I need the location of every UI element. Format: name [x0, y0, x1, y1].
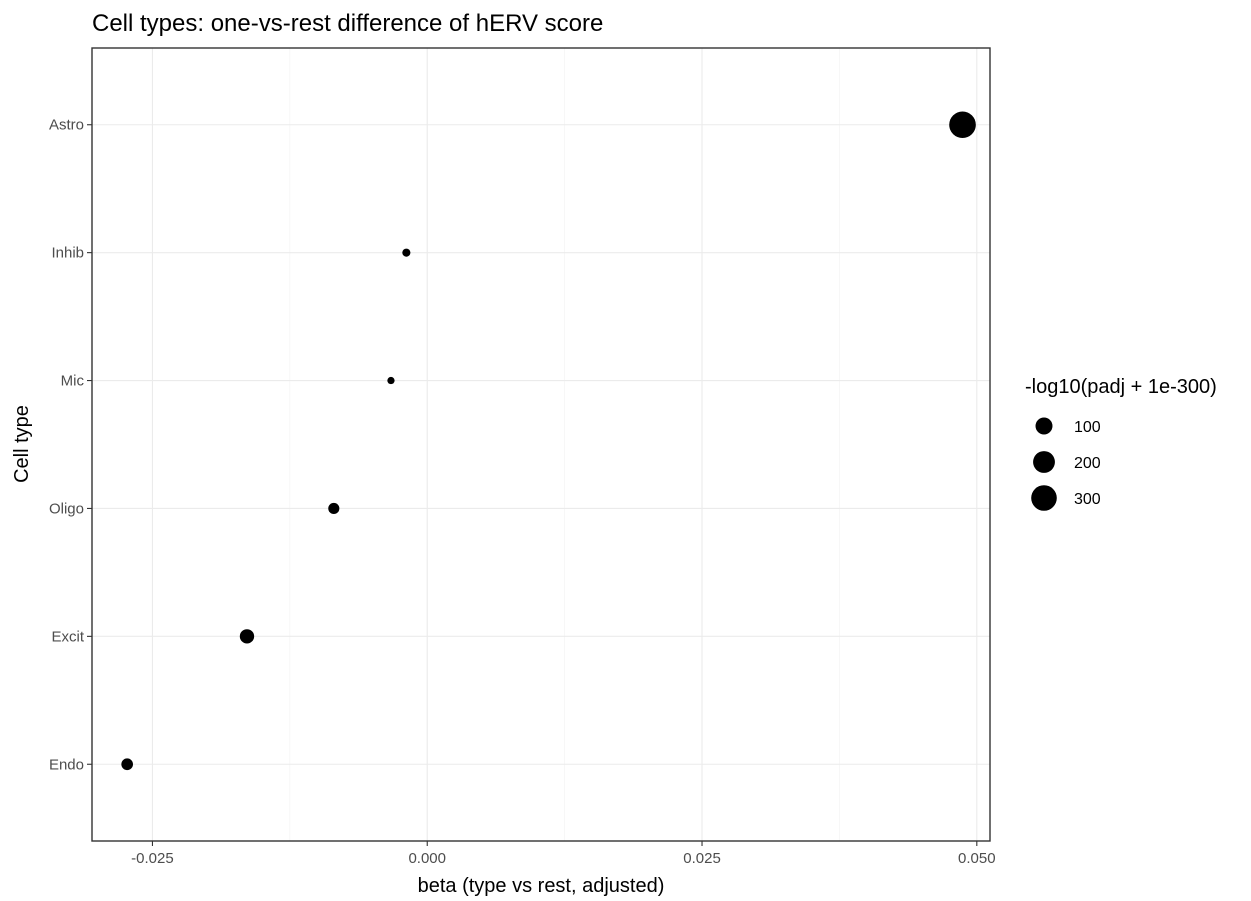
x-tick-label: 0.000: [408, 850, 446, 867]
x-tick-label: 0.050: [958, 850, 996, 867]
legend-key-300: [1031, 485, 1057, 511]
point-endo: [121, 758, 133, 771]
legend-title: -log10(padj + 1e-300): [1025, 376, 1217, 398]
point-excit: [239, 629, 255, 644]
panel-border: [91, 47, 991, 842]
legend-key-200: [1033, 451, 1055, 473]
point-oligo: [328, 502, 340, 514]
x-tick-label: -0.025: [131, 850, 174, 867]
legend-key-100: [1035, 417, 1053, 435]
grid: [92, 48, 990, 841]
y-tick-label: Mic: [61, 373, 85, 390]
y-tick-label: Inhib: [51, 245, 84, 262]
y-axis: Endo Excit Oligo Mic Inhib Astro: [49, 117, 92, 773]
size-legend: -log10(padj + 1e-300) 100 200 300: [1025, 376, 1217, 511]
data-points: [121, 111, 976, 771]
legend-label: 100: [1074, 419, 1101, 436]
point-mic: [387, 376, 395, 385]
legend-label: 200: [1074, 455, 1101, 472]
legend-label: 300: [1074, 491, 1101, 508]
y-tick-label: Excit: [51, 628, 84, 645]
point-astro: [949, 111, 976, 139]
y-tick-label: Oligo: [49, 500, 84, 517]
x-tick-label: 0.025: [683, 850, 721, 867]
y-tick-label: Astro: [49, 117, 84, 134]
chart-title: Cell types: one-vs-rest difference of hE…: [92, 10, 603, 37]
y-tick-label: Endo: [49, 756, 84, 773]
x-axis: -0.025 0.000 0.025 0.050: [131, 841, 996, 867]
x-axis-title: beta (type vs rest, adjusted): [418, 875, 665, 897]
y-axis-title: Cell type: [11, 405, 33, 483]
point-inhib: [402, 248, 411, 257]
